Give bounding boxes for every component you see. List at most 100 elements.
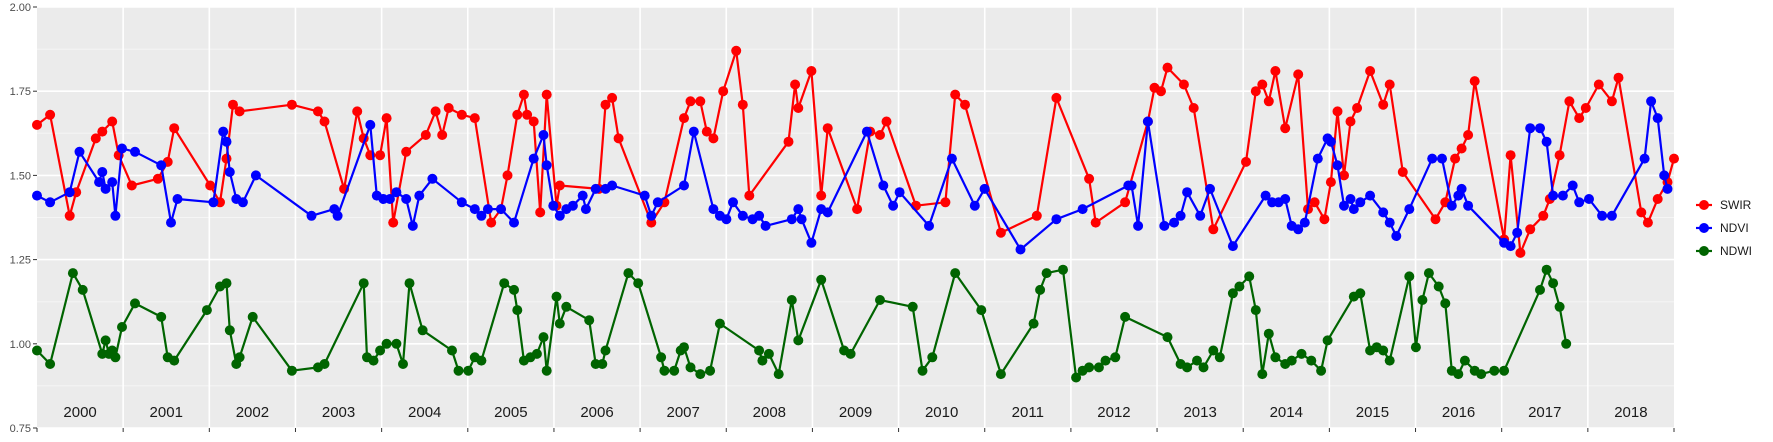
data-point-swir: [1463, 130, 1474, 140]
year-label: 2002: [236, 404, 269, 421]
data-point-ndwi: [793, 335, 804, 346]
data-point-ndwi: [705, 365, 716, 376]
data-point-swir: [107, 116, 118, 127]
data-point-swir: [1188, 103, 1199, 113]
data-point-ndwi: [816, 274, 827, 285]
data-point-ndwi: [368, 355, 379, 366]
data-point-ndwi: [224, 325, 235, 336]
data-point-swir: [881, 116, 892, 127]
data-point-ndvi: [32, 190, 42, 201]
data-point-ndwi: [45, 359, 56, 369]
data-point-swir: [1156, 86, 1166, 97]
data-point-ndvi: [1525, 123, 1536, 134]
data-point-swir: [685, 96, 696, 107]
data-point-swir: [486, 217, 497, 228]
data-point-swir: [695, 96, 706, 107]
data-point-ndwi: [656, 352, 667, 363]
data-point-ndvi: [1169, 217, 1180, 228]
data-point-ndvi: [1260, 190, 1271, 201]
data-point-ndwi: [1234, 281, 1245, 292]
data-point-ndvi: [94, 177, 105, 188]
data-point-swir: [1339, 170, 1349, 181]
data-point-swir: [708, 133, 719, 144]
data-point-ndwi: [375, 345, 386, 356]
data-point-ndwi: [1548, 278, 1559, 289]
data-point-ndvi: [482, 204, 493, 215]
data-point-ndvi: [156, 160, 167, 171]
y-tick-label: 1.75: [10, 86, 31, 98]
y-tick-label: 0.75: [10, 423, 31, 435]
data-point-ndvi: [332, 210, 343, 221]
year-label: 2011: [1012, 404, 1044, 421]
data-point-ndvi: [754, 210, 765, 221]
data-point-ndvi: [1293, 224, 1304, 235]
data-point-ndwi: [623, 268, 634, 279]
data-point-swir: [286, 99, 297, 110]
data-point-ndwi: [1035, 284, 1046, 295]
data-point-swir: [995, 227, 1006, 238]
data-point-ndvi: [469, 204, 480, 215]
data-point-swir: [205, 180, 216, 191]
data-point-ndvi: [1391, 231, 1402, 241]
data-point-ndvi: [1584, 194, 1594, 204]
data-point-ndvi: [1159, 220, 1170, 231]
data-point-ndwi: [1433, 281, 1444, 292]
data-point-swir: [1280, 123, 1291, 134]
data-point-ndvi: [1175, 210, 1186, 221]
year-label: 2017: [1528, 404, 1561, 421]
legend-key-point: [1699, 200, 1709, 210]
data-point-ndvi: [577, 190, 588, 201]
data-point-swir: [1293, 69, 1304, 80]
data-point-ndvi: [237, 197, 248, 208]
data-point-swir: [718, 86, 729, 97]
data-point-swir: [1319, 214, 1330, 225]
data-point-ndvi: [1548, 190, 1559, 201]
data-point-ndwi: [391, 338, 402, 349]
data-point-swir: [126, 180, 137, 191]
data-point-ndwi: [447, 345, 457, 356]
data-point-ndvi: [1195, 210, 1206, 221]
data-point-swir: [1257, 79, 1268, 90]
data-point-ndwi: [1378, 345, 1389, 356]
data-point-ndwi: [1306, 355, 1317, 366]
data-point-ndvi: [1646, 96, 1657, 107]
data-point-ndvi: [1456, 183, 1467, 194]
data-point-ndwi: [757, 355, 768, 366]
year-label: 2013: [1183, 404, 1216, 421]
data-point-ndvi: [894, 187, 905, 198]
series-layer: [32, 45, 1679, 383]
data-point-ndwi: [561, 301, 572, 312]
data-point-ndvi: [1567, 180, 1578, 191]
data-point-ndwi: [1384, 355, 1395, 366]
data-point-ndvi: [969, 200, 980, 211]
data-point-swir: [1325, 177, 1336, 188]
data-point-swir: [535, 207, 546, 218]
data-point-swir: [1469, 76, 1480, 87]
data-point-swir: [1538, 210, 1549, 221]
data-point-ndvi: [1659, 170, 1670, 181]
data-point-swir: [1270, 66, 1281, 76]
data-point-ndwi: [1476, 369, 1487, 380]
year-label: 2006: [580, 404, 613, 421]
data-point-ndwi: [1270, 352, 1281, 363]
data-point-swir: [1397, 167, 1408, 177]
data-point-ndwi: [1541, 264, 1552, 275]
data-point-ndwi: [130, 298, 140, 309]
data-point-swir: [737, 99, 748, 110]
data-point-ndwi: [117, 322, 127, 332]
data-point-swir: [1345, 116, 1356, 127]
data-point-ndvi: [728, 197, 738, 208]
data-point-swir: [1162, 62, 1173, 73]
data-point-swir: [1365, 66, 1376, 76]
data-point-ndvi: [737, 210, 748, 221]
data-point-swir: [1090, 217, 1101, 228]
data-point-swir: [1384, 79, 1395, 90]
data-point-ndvi: [365, 119, 376, 130]
data-point-swir: [744, 190, 755, 201]
data-point-ndvi: [1077, 204, 1088, 215]
data-point-ndwi: [1404, 271, 1415, 282]
data-point-ndvi: [414, 190, 425, 201]
data-point-ndvi: [1535, 123, 1545, 134]
data-point-ndvi: [1597, 210, 1608, 221]
year-label: 2009: [839, 404, 872, 421]
